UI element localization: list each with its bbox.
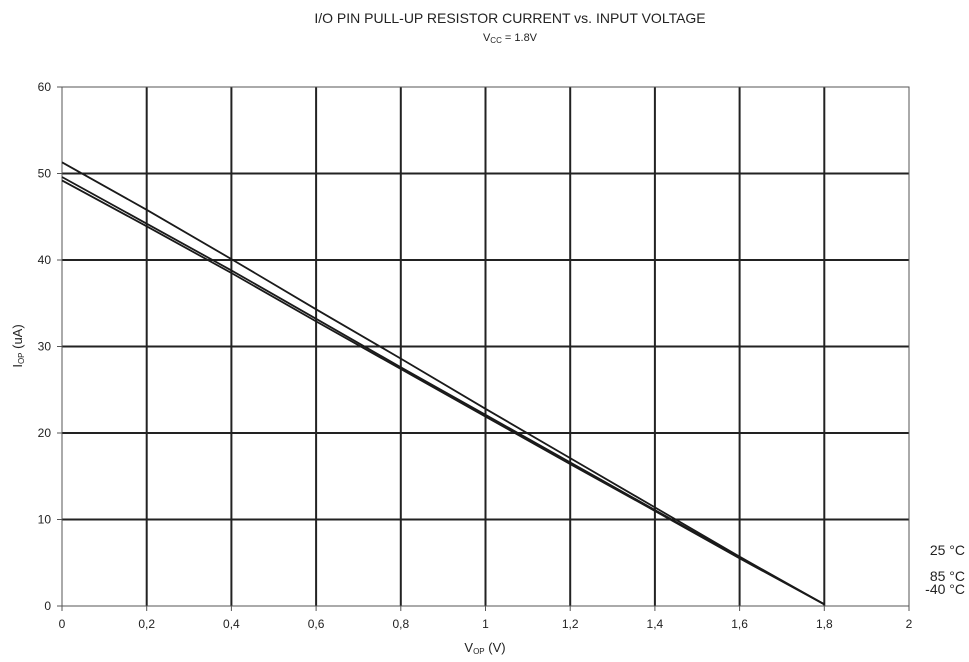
series-label-2: 85 °C xyxy=(930,568,965,584)
y-axis-label: IOP (uA) xyxy=(10,324,26,367)
series-lines xyxy=(61,161,825,606)
y-tick-labels: 0 10 20 30 40 50 60 xyxy=(38,80,62,613)
series-line-1 xyxy=(61,161,825,606)
series-labels: 25 °C 85 °C-40 °C xyxy=(925,542,965,597)
x-tick-label: 2 xyxy=(906,617,913,631)
y-tick-label: 60 xyxy=(38,80,52,94)
x-tick-label: 0 xyxy=(59,617,66,631)
y-tick-label: 30 xyxy=(38,340,52,354)
y-tick-label: 10 xyxy=(38,513,52,527)
x-tick-labels: 0 0,2 0,4 0,6 0,8 1 1,2 1,4 1,6 1,8 2 xyxy=(59,606,913,631)
x-tick-label: 0,8 xyxy=(392,617,409,631)
x-tick-label: 1 xyxy=(482,617,489,631)
chart-title: I/O PIN PULL-UP RESISTOR CURRENT vs. INP… xyxy=(314,10,705,26)
y-tick-label: 50 xyxy=(38,167,52,181)
x-tick-label: 0,4 xyxy=(223,617,240,631)
series-line-2 xyxy=(61,176,825,606)
chart-subtitle: VCC = 1.8V xyxy=(483,32,538,45)
x-tick-label: 1,2 xyxy=(562,617,579,631)
y-tick-label: 0 xyxy=(44,599,51,613)
x-tick-label: 0,2 xyxy=(138,617,155,631)
x-tick-label: 0,6 xyxy=(308,617,325,631)
y-tick-label: 20 xyxy=(38,426,52,440)
series-label-1: 25 °C xyxy=(930,542,965,558)
series-line-3 xyxy=(61,179,825,606)
y-tick-label: 40 xyxy=(38,253,52,267)
x-tick-label: 1,4 xyxy=(647,617,664,631)
series-label-3: -40 °C xyxy=(925,581,965,597)
x-axis-label: VOP (V) xyxy=(464,640,505,656)
grid-lines xyxy=(62,87,909,606)
x-tick-label: 1,8 xyxy=(816,617,833,631)
x-tick-label: 1,6 xyxy=(731,617,748,631)
